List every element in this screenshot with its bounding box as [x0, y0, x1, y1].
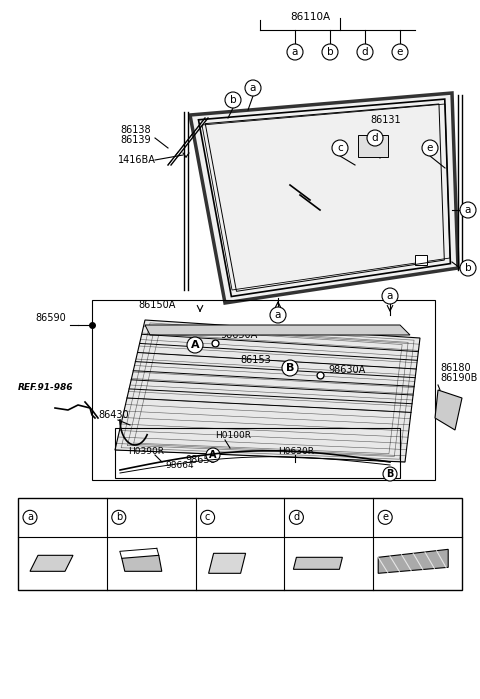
Circle shape	[460, 202, 476, 218]
Polygon shape	[378, 549, 448, 573]
Text: 98630A: 98630A	[328, 365, 365, 375]
Text: A: A	[209, 450, 217, 460]
Text: b: b	[327, 47, 333, 57]
Text: a: a	[465, 205, 471, 215]
Circle shape	[382, 288, 398, 304]
Text: b: b	[465, 263, 471, 273]
Text: 86115: 86115	[218, 512, 249, 522]
Text: a: a	[275, 310, 281, 320]
Text: 81123A: 81123A	[396, 512, 433, 522]
Text: c: c	[205, 512, 210, 522]
Text: c: c	[337, 143, 343, 153]
Circle shape	[383, 467, 397, 481]
Text: d: d	[372, 133, 378, 143]
Text: 86138: 86138	[120, 125, 151, 135]
Circle shape	[23, 510, 37, 524]
Text: 86121A: 86121A	[41, 512, 78, 522]
Circle shape	[357, 44, 373, 60]
Bar	[358, 135, 388, 157]
Text: A: A	[191, 340, 199, 350]
Text: 86131: 86131	[370, 115, 401, 125]
Circle shape	[201, 510, 215, 524]
Text: 1416BA: 1416BA	[118, 155, 156, 165]
Polygon shape	[115, 320, 420, 462]
Text: b: b	[230, 95, 236, 105]
Text: e: e	[382, 512, 388, 522]
Text: 86430: 86430	[98, 410, 129, 420]
Text: 86153: 86153	[240, 355, 271, 365]
Text: REF.91-986: REF.91-986	[18, 384, 73, 393]
Text: 98630A: 98630A	[220, 330, 257, 340]
Circle shape	[392, 44, 408, 60]
Text: 86590: 86590	[35, 313, 66, 323]
Text: 86190B: 86190B	[440, 373, 478, 383]
Polygon shape	[122, 555, 162, 571]
Text: 86110A: 86110A	[290, 12, 330, 22]
Circle shape	[287, 44, 303, 60]
Text: 98664: 98664	[165, 461, 193, 470]
Circle shape	[378, 510, 392, 524]
Text: a: a	[387, 291, 393, 301]
Circle shape	[225, 92, 241, 108]
Text: 86150A: 86150A	[138, 300, 175, 310]
Circle shape	[422, 140, 438, 156]
Text: 98650: 98650	[185, 455, 216, 465]
Bar	[92, 300, 435, 480]
Circle shape	[322, 44, 338, 60]
Circle shape	[112, 510, 126, 524]
Polygon shape	[190, 93, 458, 303]
Circle shape	[270, 307, 286, 323]
Bar	[115, 428, 400, 478]
Text: a: a	[292, 47, 298, 57]
Text: 86139: 86139	[120, 135, 151, 145]
Polygon shape	[30, 555, 73, 571]
Polygon shape	[293, 557, 342, 569]
Polygon shape	[435, 390, 462, 430]
Text: H0100R: H0100R	[215, 431, 251, 440]
Text: e: e	[397, 47, 403, 57]
Circle shape	[289, 510, 303, 524]
Text: 86180: 86180	[440, 363, 470, 373]
Circle shape	[367, 130, 383, 146]
Text: 87115J: 87115J	[307, 512, 341, 522]
Text: e: e	[427, 143, 433, 153]
Circle shape	[460, 260, 476, 276]
Circle shape	[245, 80, 261, 96]
Circle shape	[187, 337, 203, 353]
Bar	[18, 498, 462, 590]
Polygon shape	[145, 325, 410, 335]
Text: H0390R: H0390R	[128, 447, 164, 456]
Text: 87864: 87864	[130, 512, 160, 522]
Text: b: b	[116, 512, 122, 522]
Circle shape	[332, 140, 348, 156]
Text: H0630R: H0630R	[278, 447, 314, 456]
Circle shape	[282, 360, 298, 376]
Text: d: d	[293, 512, 300, 522]
Circle shape	[206, 448, 220, 462]
Text: B: B	[286, 363, 294, 373]
Text: d: d	[362, 47, 368, 57]
Polygon shape	[209, 554, 246, 573]
Text: B: B	[386, 469, 394, 479]
Text: a: a	[27, 512, 33, 522]
Bar	[415, 255, 427, 265]
Text: a: a	[250, 83, 256, 93]
